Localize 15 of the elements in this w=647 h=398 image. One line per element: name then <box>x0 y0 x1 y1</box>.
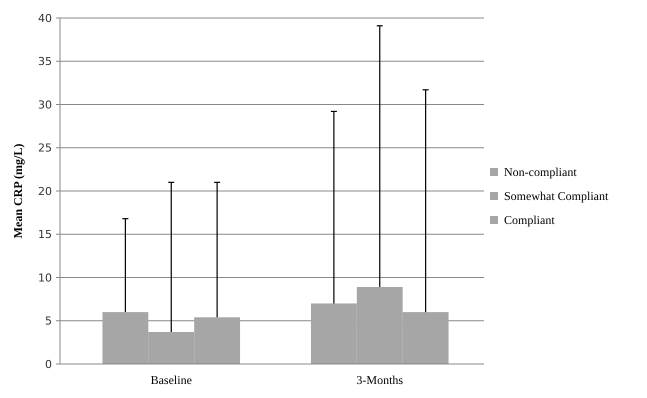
y-tick-label: 20 <box>38 184 52 198</box>
x-tick-label: Baseline <box>150 373 192 387</box>
y-tick-label: 10 <box>38 271 52 284</box>
legend-label: Non-compliant <box>504 165 578 179</box>
y-tick-label: 0 <box>45 358 52 371</box>
y-tick-label: 30 <box>38 98 52 112</box>
legend-label: Compliant <box>504 213 556 227</box>
y-axis-title: Mean CRP (mg/L) <box>11 144 25 238</box>
y-tick-label: 35 <box>38 55 52 68</box>
y-tick-label: 15 <box>38 228 52 242</box>
y-tick-label: 25 <box>38 142 52 155</box>
y-tick-label: 5 <box>45 314 52 328</box>
x-tick-label: 3-Months <box>356 373 404 387</box>
y-tick-label: 40 <box>38 12 52 25</box>
legend-label: Somewhat Compliant <box>504 189 609 203</box>
